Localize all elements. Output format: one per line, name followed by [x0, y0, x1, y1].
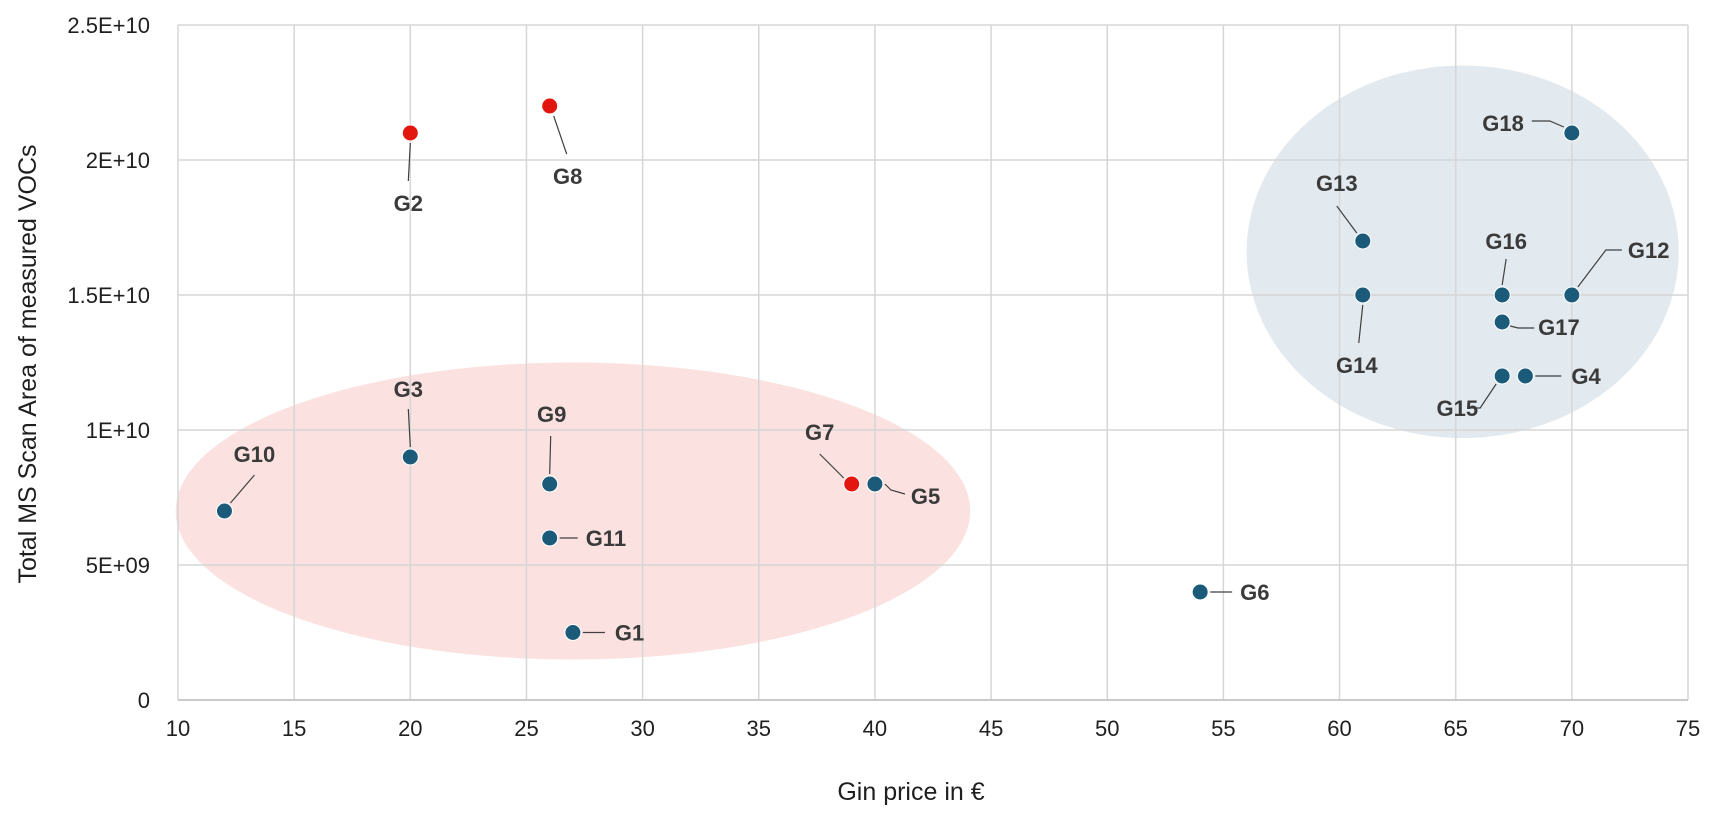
x-tick-label: 70 [1560, 716, 1584, 741]
x-tick-label: 55 [1211, 716, 1235, 741]
point-label-g4: G4 [1571, 364, 1601, 389]
leader-line-g10 [230, 474, 255, 504]
low-price-cluster-ellipse [175, 362, 971, 660]
leader-line-g12 [1577, 249, 1622, 288]
point-label-g1: G1 [615, 621, 644, 646]
x-tick-label: 60 [1327, 716, 1351, 741]
data-point-g12 [1563, 286, 1581, 304]
point-labels: G1 G2 G3 G4 G5 G6 G7 G8 G9 G10 G11 G12 G13 G14 G15 G16 G… [234, 111, 1670, 646]
data-point-g14 [1354, 286, 1372, 304]
data-point-g8 [541, 97, 559, 115]
x-axis-title: Gin price in € [837, 778, 984, 806]
data-point-g5 [866, 475, 884, 493]
leader-line-g8 [553, 115, 568, 155]
y-tick-label: 5E+09 [86, 553, 150, 578]
leader-line-g5 [884, 483, 906, 495]
point-label-g9: G9 [537, 402, 566, 427]
leader-line-g14 [1358, 304, 1364, 344]
data-point-g4 [1516, 367, 1534, 385]
x-tick-label: 50 [1095, 716, 1119, 741]
x-tick-label: 35 [747, 716, 771, 741]
data-point-g10 [215, 502, 233, 520]
x-tick-label: 10 [166, 716, 190, 741]
data-point-g3 [401, 448, 419, 466]
leader-line-g18 [1531, 120, 1565, 128]
leader-line-g15 [1468, 383, 1497, 409]
leader-line-g13 [1336, 205, 1358, 234]
data-point-g18 [1563, 124, 1581, 142]
data-point-g11 [541, 529, 559, 547]
y-tick-label: 2.5E+10 [67, 13, 150, 38]
y-tick-label: 0 [138, 688, 150, 713]
data-point-g7 [843, 475, 861, 493]
point-label-g15: G15 [1437, 396, 1479, 421]
point-label-g5: G5 [911, 484, 940, 509]
point-label-g11: G11 [586, 526, 626, 551]
x-tick-label: 30 [630, 716, 654, 741]
label-leader-lines [230, 115, 1622, 634]
y-axis-ticks: 0 5E+09 1E+10 1.5E+10 2E+10 2.5E+10 [67, 13, 150, 713]
leader-line-g16 [1501, 258, 1507, 286]
x-tick-label: 75 [1676, 716, 1700, 741]
leader-line-g17 [1510, 325, 1535, 329]
point-label-g6: G6 [1240, 580, 1269, 605]
data-points [215, 97, 1581, 641]
point-label-g7: G7 [805, 420, 834, 445]
y-tick-label: 2E+10 [86, 148, 150, 173]
leader-line-g2 [407, 142, 411, 182]
y-tick-label: 1E+10 [86, 418, 150, 443]
data-point-g15 [1493, 367, 1511, 385]
point-label-g17: G17 [1538, 315, 1580, 340]
point-label-g3: G3 [394, 377, 423, 402]
data-point-g1 [564, 624, 582, 641]
point-label-g12: G12 [1628, 238, 1670, 263]
x-axis-ticks: 10 15 20 25 30 35 40 45 50 55 60 65 70 75 [166, 716, 1700, 741]
point-label-g8: G8 [553, 164, 582, 189]
point-label-g10: G10 [234, 442, 276, 467]
point-label-g2: G2 [394, 191, 423, 216]
y-axis-title: Total MS Scan Area of measured VOCs [14, 144, 42, 583]
data-point-g17 [1493, 313, 1511, 331]
point-label-g13: G13 [1316, 171, 1358, 196]
x-tick-label: 65 [1443, 716, 1467, 741]
x-tick-label: 15 [282, 716, 306, 741]
x-tick-label: 40 [863, 716, 887, 741]
point-label-g16: G16 [1485, 229, 1527, 254]
data-point-g6 [1191, 583, 1209, 601]
high-price-cluster-ellipse [1246, 65, 1679, 439]
x-tick-label: 45 [979, 716, 1003, 741]
data-point-g13 [1354, 232, 1372, 250]
leader-line-g7 [819, 453, 845, 479]
data-point-g16 [1493, 286, 1511, 304]
y-tick-label: 1.5E+10 [67, 283, 150, 308]
point-label-g18: G18 [1482, 111, 1524, 136]
x-tick-label: 20 [398, 716, 422, 741]
leader-line-g3 [407, 408, 411, 448]
data-point-g2 [401, 124, 419, 142]
leader-line-g9 [549, 435, 552, 475]
point-label-g14: G14 [1336, 353, 1378, 378]
cluster-regions [175, 65, 1679, 660]
x-tick-label: 25 [514, 716, 538, 741]
data-point-g9 [541, 475, 559, 493]
